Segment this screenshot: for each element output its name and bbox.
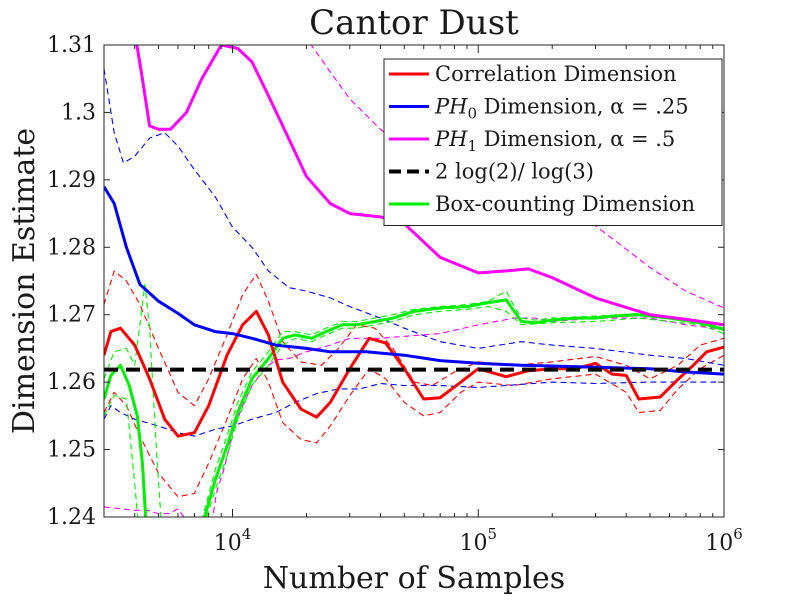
x-tick-label: 104 [214,525,252,556]
y-tick-label: 1.27 [47,303,96,328]
legend-label: PH0 Dimension, α = .25 [434,95,689,123]
series-line-correlation-dimension [104,309,724,438]
x-axis-label: Number of Samples [263,561,565,596]
y-axis-label: Dimension Estimate [7,128,42,434]
y-tick-label: 1.31 [47,33,96,58]
legend: Correlation Dimension PH0 Dimension, α = … [383,58,723,226]
y-tick-label: 1.3 [61,100,96,125]
legend-label: Correlation Dimension [435,62,677,86]
legend-item: PH1 Dimension, α = .5 [389,127,675,155]
series-line-box-counting-dimension [104,298,724,517]
legend-label: Box-counting Dimension [435,192,695,216]
x-tick-label: 105 [459,525,497,556]
y-tick-label: 1.28 [47,235,96,260]
legend-item: 2 log(2)/ log(3) [389,160,594,184]
series-line-ph-0-dimension-25 [104,185,724,376]
series-line-ph-1-lower-band [104,317,724,517]
legend-label: 2 log(2)/ log(3) [435,160,594,184]
y-tick-label: 1.29 [47,168,96,193]
series-line-ph-0-upper-band [104,68,724,366]
series-line-box-counting-lower-band [104,306,724,517]
legend-item: Correlation Dimension [389,62,677,86]
series-line-correlation-dimension-lower-band [104,354,724,498]
x-tick-label: 106 [705,525,743,556]
chart-title: Cantor Dust [309,3,519,43]
series-line-correlation-dimension-upper-band [104,270,724,407]
y-tick-label: 1.25 [47,438,96,463]
series-line-ph-1-dimension-5 [135,45,724,327]
y-tick-label: 1.24 [47,505,96,530]
y-tick-label: 1.26 [47,370,96,395]
legend-box [383,58,723,226]
legend-item: PH0 Dimension, α = .25 [389,95,689,123]
axis-layer: 1.24 1.25 1.26 1.27 1.28 1.29 1.3 1.31 104 105 106 [47,33,743,556]
legend-item: Box-counting Dimension [389,192,695,216]
plot-frame [103,44,725,518]
legend-label: PH1 Dimension, α = .5 [434,127,675,155]
